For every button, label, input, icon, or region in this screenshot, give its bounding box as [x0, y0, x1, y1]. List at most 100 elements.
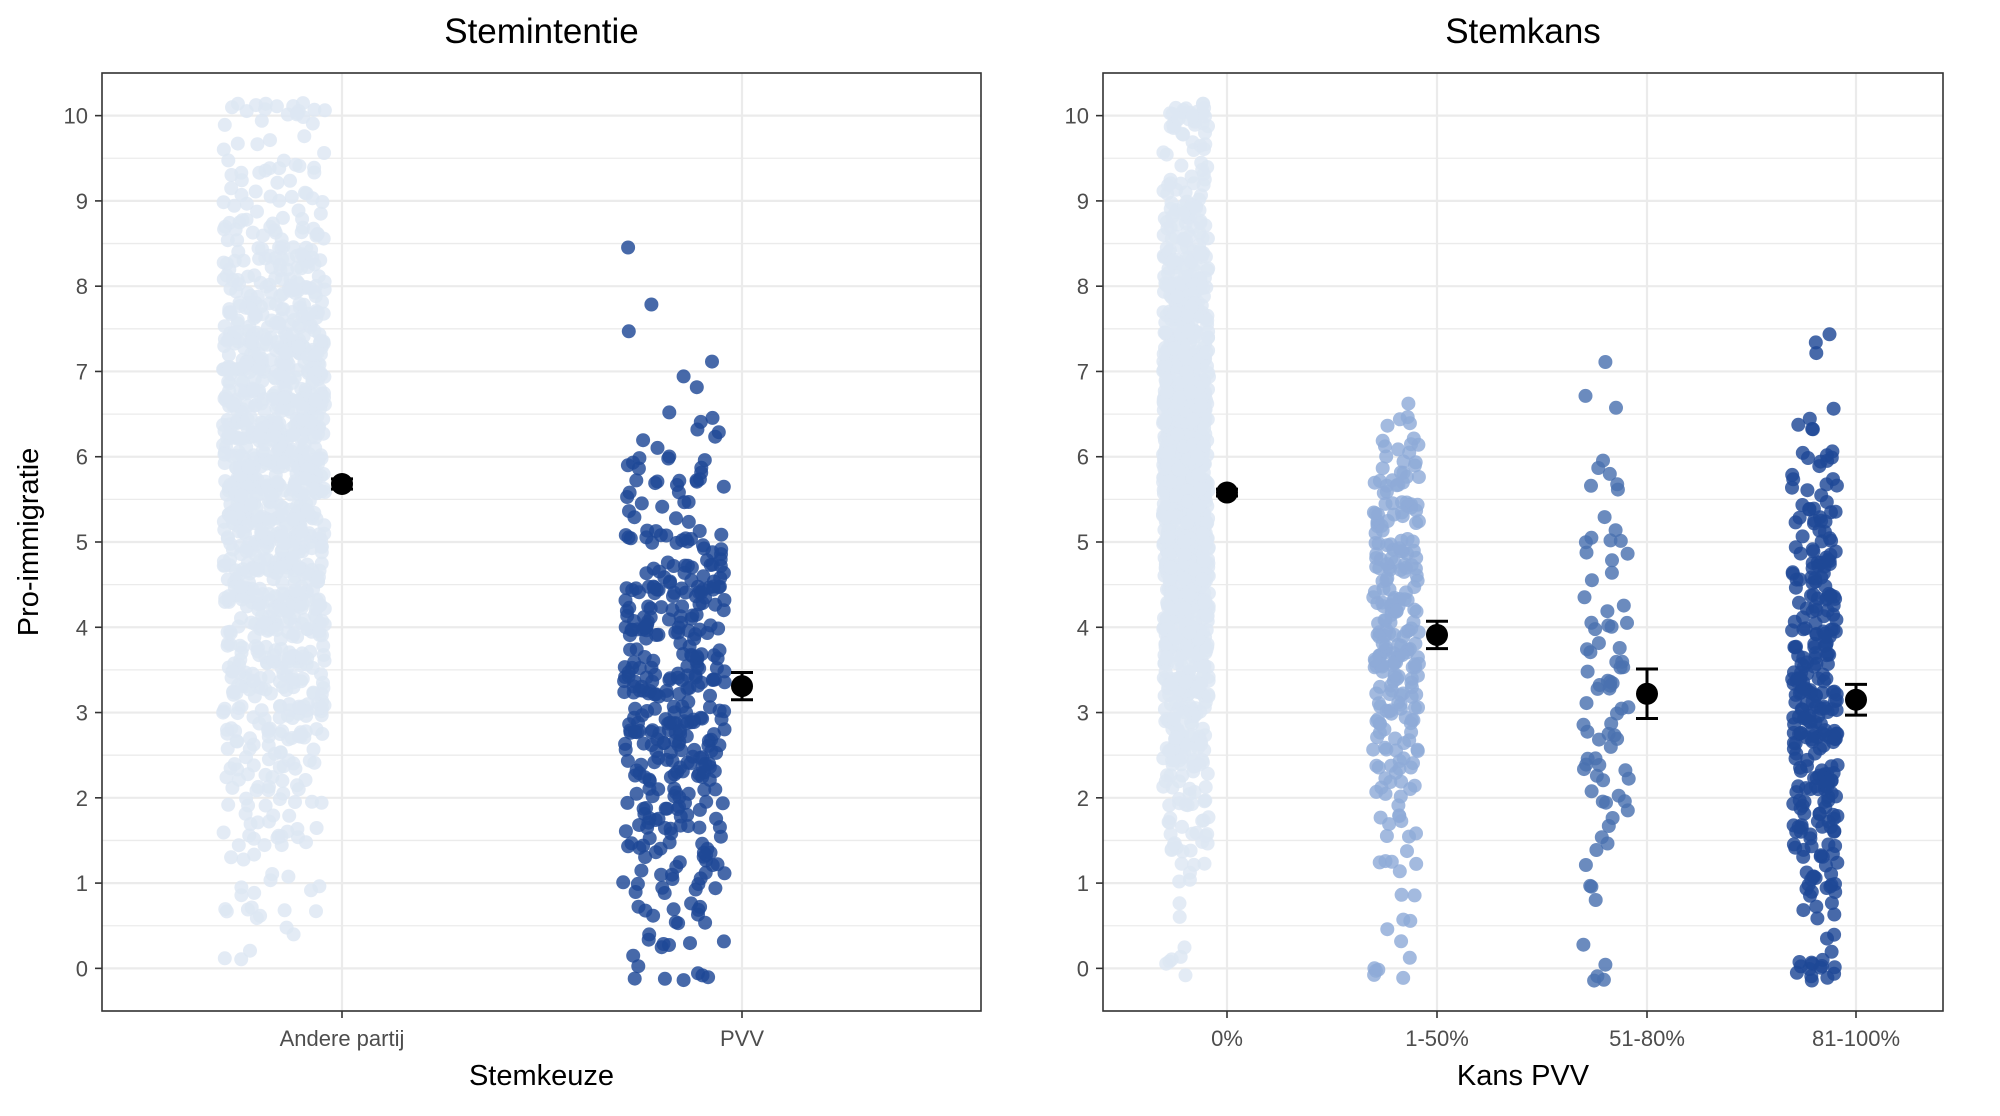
data-point: [1197, 659, 1212, 674]
data-point: [1368, 963, 1383, 978]
y-tick-label: 5: [76, 530, 88, 555]
data-point: [640, 704, 655, 718]
data-point: [703, 558, 718, 572]
data-point: [1819, 448, 1834, 463]
data-point: [1802, 502, 1817, 516]
data-point: [1576, 937, 1591, 952]
data-point: [276, 391, 291, 405]
data-point: [218, 902, 233, 917]
data-point: [1392, 809, 1407, 824]
data-point: [1411, 470, 1426, 484]
data-point: [1397, 592, 1412, 607]
data-point: [1577, 590, 1592, 605]
data-point: [1786, 837, 1801, 852]
data-point: [1595, 794, 1610, 809]
data-point: [625, 622, 640, 637]
data-point: [307, 102, 322, 117]
data-point: [276, 536, 291, 551]
data-point: [1827, 960, 1842, 975]
data-point: [1818, 579, 1833, 594]
data-point: [275, 271, 290, 286]
data-point: [261, 738, 276, 753]
data-point: [1604, 619, 1619, 634]
data-point: [284, 189, 299, 204]
data-point: [712, 738, 727, 753]
data-point: [698, 865, 713, 880]
data-point: [1821, 837, 1836, 852]
data-point: [634, 679, 649, 694]
data-point: [1371, 760, 1386, 775]
data-point: [231, 244, 246, 259]
data-point: [716, 934, 731, 949]
x-tick-label: 0%: [1211, 1026, 1243, 1051]
data-point: [708, 881, 723, 896]
data-point: [227, 198, 242, 213]
data-point: [277, 356, 292, 371]
data-point: [1161, 446, 1176, 461]
data-point: [230, 136, 245, 151]
data-point: [1609, 400, 1623, 415]
data-point: [1579, 545, 1594, 560]
data-point: [1391, 477, 1406, 492]
data-point: [1828, 694, 1842, 708]
data-point: [654, 600, 669, 615]
data-point: [316, 306, 331, 321]
data-point: [1195, 526, 1210, 541]
data-point: [681, 514, 696, 529]
data-point: [1396, 970, 1411, 985]
data-point: [634, 863, 649, 878]
data-point: [682, 639, 697, 654]
data-point: [657, 886, 672, 900]
data-point: [660, 801, 674, 816]
data-point: [1196, 438, 1211, 453]
data-point: [1378, 496, 1393, 511]
data-point: [239, 544, 254, 559]
data-point: [1590, 969, 1605, 984]
data-point: [286, 427, 301, 442]
data-point: [294, 600, 309, 615]
data-point: [1409, 503, 1424, 518]
data-point: [1404, 725, 1419, 740]
data-point: [671, 666, 686, 681]
data-point: [239, 104, 254, 119]
data-point: [287, 477, 302, 492]
data-point: [311, 451, 326, 466]
data-point: [1800, 483, 1815, 498]
data-point: [1185, 826, 1200, 841]
data-point: [263, 133, 277, 148]
data-point: [1407, 657, 1422, 672]
data-point: [664, 826, 679, 841]
data-point: [305, 660, 320, 675]
data-point: [315, 726, 330, 741]
data-point: [306, 686, 321, 701]
data-point: [276, 302, 291, 317]
data-point: [678, 531, 693, 546]
data-point: [1366, 742, 1381, 757]
data-point: [696, 569, 711, 584]
data-point: [272, 161, 287, 176]
data-point: [619, 581, 634, 596]
data-point: [632, 585, 646, 600]
data-point: [295, 671, 310, 686]
data-point: [286, 512, 301, 527]
data-point: [317, 274, 332, 289]
data-point: [628, 725, 642, 739]
data-point: [1597, 510, 1612, 525]
data-point: [1821, 774, 1836, 789]
data-point: [1156, 396, 1171, 411]
data-point: [1824, 759, 1839, 774]
data-point: [234, 645, 249, 660]
data-point: [1171, 278, 1186, 293]
data-point: [217, 222, 232, 237]
data-point: [1788, 540, 1803, 555]
data-point: [1176, 206, 1191, 221]
data-point: [285, 550, 300, 565]
data-point: [274, 642, 289, 656]
data-point: [1197, 856, 1212, 871]
data-point: [295, 649, 310, 664]
data-point: [646, 579, 661, 594]
data-point: [308, 430, 323, 445]
data-point: [307, 160, 322, 175]
data-point: [1826, 401, 1841, 416]
data-point: [229, 686, 244, 700]
